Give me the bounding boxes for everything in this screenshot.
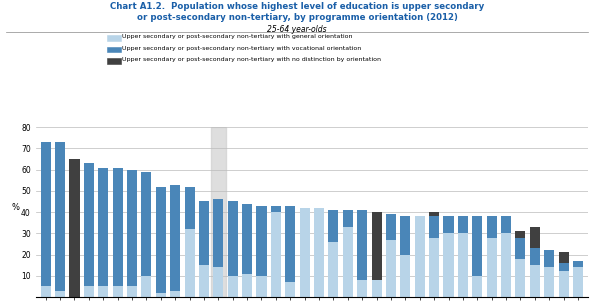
- Bar: [40, 142, 50, 286]
- Bar: [544, 267, 554, 297]
- Bar: [228, 276, 238, 297]
- Bar: [170, 185, 180, 291]
- Bar: [55, 142, 65, 291]
- Bar: [372, 280, 381, 297]
- Bar: [141, 172, 151, 276]
- Bar: [357, 210, 367, 280]
- Bar: [415, 216, 425, 297]
- Bar: [242, 274, 252, 297]
- Bar: [343, 210, 353, 227]
- Bar: [558, 271, 568, 297]
- Bar: [98, 286, 108, 297]
- Bar: [257, 206, 267, 276]
- Bar: [299, 208, 309, 297]
- Bar: [185, 187, 195, 229]
- Bar: [84, 286, 94, 297]
- Bar: [228, 201, 238, 276]
- Bar: [40, 286, 50, 297]
- Bar: [530, 265, 540, 297]
- Bar: [156, 187, 166, 293]
- Bar: [429, 212, 439, 216]
- Bar: [271, 206, 281, 212]
- Bar: [285, 206, 295, 282]
- Bar: [98, 168, 108, 286]
- Bar: [501, 216, 511, 233]
- Bar: [69, 159, 80, 297]
- Bar: [472, 276, 482, 297]
- Bar: [328, 242, 339, 297]
- Bar: [516, 238, 526, 259]
- Bar: [314, 208, 324, 297]
- Bar: [400, 255, 410, 297]
- Bar: [386, 240, 396, 297]
- Bar: [127, 286, 137, 297]
- Bar: [429, 216, 439, 238]
- Bar: [530, 248, 540, 265]
- Text: Upper secondary or post-secondary non-tertiary with vocational orientation: Upper secondary or post-secondary non-te…: [122, 46, 361, 51]
- Bar: [141, 276, 151, 297]
- Y-axis label: %: %: [11, 203, 20, 212]
- Bar: [486, 216, 497, 238]
- Bar: [257, 276, 267, 297]
- Bar: [472, 216, 482, 276]
- Bar: [558, 263, 568, 271]
- Bar: [211, 127, 226, 297]
- Bar: [285, 282, 295, 297]
- Bar: [127, 170, 137, 286]
- Bar: [386, 214, 396, 240]
- Text: 25-64 year-olds: 25-64 year-olds: [267, 25, 327, 34]
- Bar: [213, 199, 223, 267]
- Bar: [458, 216, 468, 233]
- Bar: [444, 216, 454, 233]
- Bar: [328, 210, 339, 242]
- Bar: [113, 168, 123, 286]
- Bar: [558, 252, 568, 263]
- Bar: [501, 233, 511, 297]
- Bar: [516, 231, 526, 238]
- Bar: [242, 204, 252, 274]
- Bar: [444, 233, 454, 297]
- Text: Upper secondary or post-secondary non-tertiary with general orientation: Upper secondary or post-secondary non-te…: [122, 35, 352, 39]
- Bar: [199, 265, 209, 297]
- Bar: [343, 227, 353, 297]
- Bar: [199, 201, 209, 265]
- Bar: [573, 261, 583, 267]
- Bar: [170, 291, 180, 297]
- Bar: [573, 267, 583, 297]
- Bar: [516, 259, 526, 297]
- Bar: [372, 212, 381, 280]
- Text: or post-secondary non-tertiary, by programme orientation (2012): or post-secondary non-tertiary, by progr…: [137, 13, 457, 22]
- Bar: [113, 286, 123, 297]
- Bar: [271, 212, 281, 297]
- Bar: [84, 163, 94, 286]
- Text: Chart A1.2.  Population whose highest level of education is upper secondary: Chart A1.2. Population whose highest lev…: [110, 2, 484, 11]
- Bar: [458, 233, 468, 297]
- Bar: [213, 267, 223, 297]
- Bar: [486, 238, 497, 297]
- Text: Upper secondary or post-secondary non-tertiary with no distinction by orientatio: Upper secondary or post-secondary non-te…: [122, 58, 381, 62]
- Bar: [185, 229, 195, 297]
- Bar: [55, 291, 65, 297]
- Bar: [156, 293, 166, 297]
- Bar: [530, 227, 540, 248]
- Bar: [544, 250, 554, 267]
- Bar: [400, 216, 410, 255]
- Bar: [357, 280, 367, 297]
- Bar: [429, 238, 439, 297]
